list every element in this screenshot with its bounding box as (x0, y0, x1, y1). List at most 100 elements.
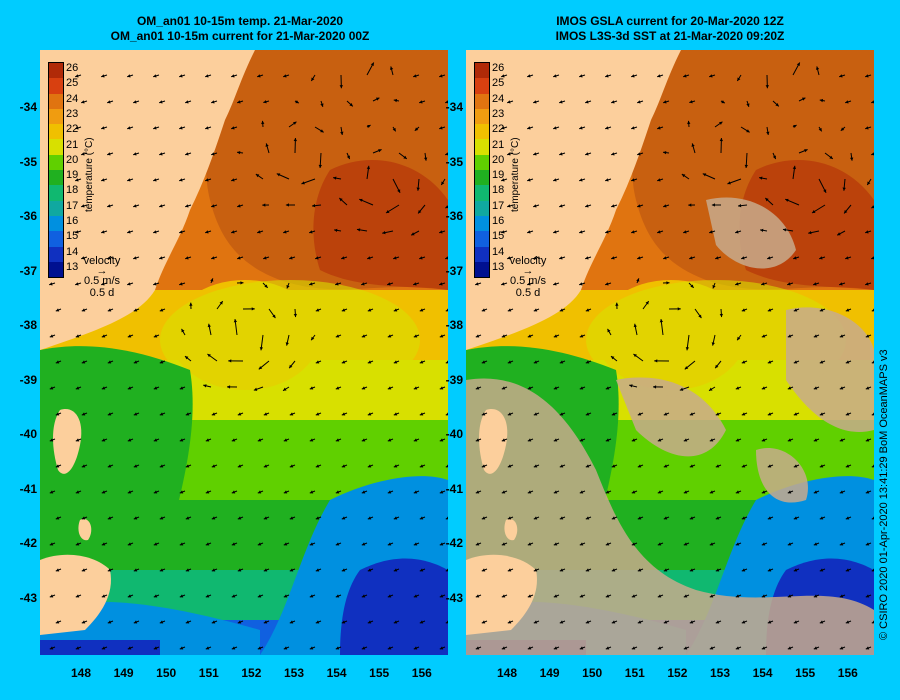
current-vector (631, 438, 638, 442)
current-vector (237, 412, 244, 416)
current-vector (153, 542, 160, 546)
current-vector (414, 126, 420, 132)
current-vector (559, 100, 566, 104)
current-vector (49, 386, 56, 390)
current-vector (179, 438, 186, 442)
current-vector (288, 360, 296, 369)
current-vector (501, 646, 508, 650)
current-vector (709, 490, 716, 494)
current-vector (709, 542, 716, 546)
current-vector (709, 594, 716, 598)
current-vector (283, 490, 290, 494)
current-vector (387, 594, 394, 598)
current-vector (475, 438, 482, 442)
current-vector (361, 594, 368, 598)
current-vector (107, 516, 114, 520)
current-vector (413, 542, 420, 546)
current-vector (605, 490, 612, 494)
longitude-tick-label: 155 (369, 666, 390, 680)
legend-swatch (475, 108, 489, 125)
current-vector (367, 256, 374, 260)
current-vector (207, 323, 212, 336)
current-vector (314, 126, 324, 133)
current-vector (339, 74, 343, 89)
current-vector (527, 646, 534, 650)
current-vector (719, 308, 724, 318)
current-vector (315, 412, 322, 416)
current-vector (81, 620, 88, 624)
current-vector (101, 490, 108, 494)
current-vector (657, 646, 664, 650)
current-vector (309, 594, 316, 598)
current-vector (865, 282, 872, 286)
legend-tick-label: 23 (66, 107, 79, 120)
current-vector (663, 516, 670, 520)
current-vector (735, 490, 742, 494)
current-vector (335, 594, 342, 598)
current-vector (689, 620, 696, 624)
current-vector (711, 334, 716, 346)
current-vector (346, 100, 354, 107)
missing-data-region (706, 197, 796, 269)
current-vector (205, 646, 212, 650)
current-vector (605, 230, 612, 234)
current-vector (159, 360, 166, 364)
current-vector (533, 308, 540, 312)
current-vector (413, 334, 420, 338)
current-vector (133, 308, 140, 312)
current-vector (611, 568, 618, 572)
legend-swatch (49, 108, 63, 125)
current-vector (527, 334, 534, 338)
velocity-arrow-icon: → (96, 265, 108, 277)
current-vector (481, 360, 488, 364)
current-vector (481, 620, 488, 624)
velocity-key: velocity → 0.5 m/s 0.5 d (498, 255, 558, 299)
velocity-label: velocity (509, 255, 547, 267)
current-vector (527, 594, 534, 598)
current-vector (637, 152, 644, 156)
current-vector (611, 100, 618, 104)
current-vector (611, 464, 618, 468)
current-vector (153, 490, 160, 494)
current-vector (301, 178, 316, 185)
latitude-tick-label: -39 (445, 372, 463, 387)
current-vector (75, 282, 82, 286)
current-vector (107, 100, 114, 104)
current-vector (787, 490, 794, 494)
tasmania (40, 554, 111, 635)
current-vector (341, 308, 348, 312)
current-vector (101, 74, 108, 78)
current-vector (633, 353, 644, 362)
current-vector (559, 412, 566, 416)
legend-tick-label: 14 (492, 245, 505, 258)
current-vector (679, 386, 690, 391)
current-vector (231, 230, 238, 234)
legend-swatch (475, 78, 489, 94)
current-vector (764, 197, 774, 206)
current-vector (55, 308, 62, 312)
current-vector (81, 100, 88, 104)
current-vector (481, 516, 488, 520)
legend-swatch (475, 215, 489, 232)
current-vector (231, 126, 238, 130)
current-vector (311, 203, 322, 208)
current-vector (507, 308, 514, 312)
current-vector (527, 438, 534, 442)
current-vector (819, 516, 826, 520)
current-vector (787, 386, 794, 390)
current-vector (133, 568, 140, 572)
current-vector (845, 620, 852, 624)
current-vector (714, 121, 723, 128)
longitude-tick-label: 155 (795, 666, 816, 680)
latitude-tick-label: -40 (19, 427, 37, 441)
current-vector (689, 516, 696, 520)
current-vector (179, 646, 186, 650)
current-vector (341, 568, 348, 572)
left-title-line2: OM_an01 10-15m current for 21-Mar-2020 0… (110, 29, 370, 43)
legend-swatch (475, 93, 489, 109)
current-vector (153, 334, 160, 338)
longitude-tick-label: 151 (624, 666, 645, 680)
current-vector (689, 100, 696, 104)
current-vector (419, 412, 426, 416)
current-vector (205, 230, 212, 234)
